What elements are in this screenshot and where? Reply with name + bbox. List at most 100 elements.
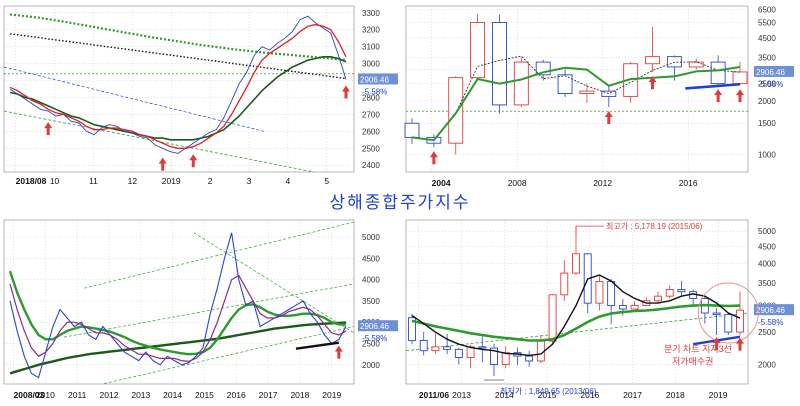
candle-body bbox=[501, 352, 510, 366]
ma-purple-line bbox=[9, 274, 347, 363]
x-tick-label: 2011/06 bbox=[419, 390, 450, 400]
support-arrow bbox=[714, 89, 723, 103]
candle-body bbox=[572, 253, 580, 274]
last-value-text: 2906.46 bbox=[360, 322, 389, 331]
candle-body bbox=[601, 90, 617, 97]
candle-body bbox=[607, 281, 616, 307]
candle-body bbox=[448, 77, 464, 144]
x-tick-label: 5 bbox=[324, 176, 329, 186]
candle-body bbox=[623, 63, 639, 97]
candle-body bbox=[665, 289, 674, 297]
y-tick-label: 3200 bbox=[362, 26, 380, 35]
y-tick-label: 3500 bbox=[758, 54, 776, 63]
support-arrow bbox=[736, 89, 744, 103]
support-arrow bbox=[334, 345, 343, 359]
ma-long-black-dotted bbox=[9, 33, 347, 80]
price-line bbox=[9, 232, 347, 379]
x-tick-label: 2016 bbox=[679, 178, 698, 188]
support-arrow bbox=[712, 337, 721, 351]
ma-green-line bbox=[411, 66, 741, 142]
y-tick-label: 2500 bbox=[362, 340, 380, 349]
x-tick-label: 2008/03 bbox=[14, 390, 45, 400]
x-tick-label: 2019 bbox=[322, 390, 341, 400]
y-tick-label: 4500 bbox=[362, 254, 380, 263]
y-tick-label: 2700 bbox=[362, 110, 380, 119]
last-value-badge bbox=[754, 65, 794, 77]
candle-body bbox=[710, 61, 726, 85]
x-tick-label: 2014 bbox=[163, 390, 182, 400]
y-tick-label: 3500 bbox=[362, 297, 380, 306]
candle-body bbox=[443, 346, 452, 350]
x-tick-label: 2015 bbox=[195, 390, 214, 400]
candle-body bbox=[618, 305, 627, 310]
y-tick-label: 4000 bbox=[758, 260, 776, 269]
candle-body bbox=[548, 294, 557, 342]
daily-chart-panel: 2400250026002700280029003000310032003300… bbox=[0, 0, 400, 190]
x-tick-label: 2016 bbox=[227, 390, 246, 400]
y-tick-label: 2500 bbox=[362, 144, 380, 153]
y-tick-label: 2000 bbox=[758, 361, 776, 370]
candle-body bbox=[645, 56, 660, 65]
last-value-text: 2906.46 bbox=[756, 68, 785, 77]
support-arrow bbox=[648, 76, 657, 90]
y-tick-label: 1500 bbox=[758, 119, 776, 128]
candle-body bbox=[732, 71, 748, 85]
yearly-chart: 1000150020002500300035004500550065002004… bbox=[404, 5, 794, 188]
ma-long-green-dotted bbox=[9, 13, 347, 61]
candle-body bbox=[408, 317, 416, 341]
support-arrow bbox=[604, 110, 613, 124]
y-tick-label: 2500 bbox=[758, 328, 776, 337]
support-line-blue bbox=[685, 82, 741, 90]
candle-body bbox=[677, 289, 686, 293]
x-tick-label: 2013 bbox=[452, 390, 471, 400]
support-arrow bbox=[44, 122, 53, 136]
daily-chart: 2400250026002700280029003000310032003300… bbox=[3, 5, 398, 186]
page-title: 상해종합주가지수 bbox=[329, 193, 471, 213]
y-tick-label: 2500 bbox=[758, 80, 776, 89]
x-tick-label: 2008 bbox=[508, 178, 527, 188]
y-tick-label: 5000 bbox=[362, 233, 380, 242]
highlight-circle bbox=[697, 282, 759, 344]
y-tick-label: 3500 bbox=[758, 279, 776, 288]
x-tick-label: 12 bbox=[128, 176, 138, 186]
candle-body bbox=[492, 22, 507, 106]
note-line-2: 저가매수권 bbox=[672, 356, 713, 367]
candle-body bbox=[454, 348, 463, 358]
x-tick-label: 2004 bbox=[432, 178, 451, 188]
quarterly-chart-panel: 20002500300035004000450050002011/0620132… bbox=[402, 212, 800, 406]
x-tick-label: 2014 bbox=[495, 390, 514, 400]
plot-area bbox=[3, 219, 355, 385]
channel-lower-line bbox=[103, 326, 355, 384]
channel-middle-line bbox=[63, 283, 355, 338]
candle-body bbox=[557, 74, 573, 94]
candle-body bbox=[579, 90, 595, 94]
candle-body bbox=[470, 22, 486, 79]
x-tick-label: 2019 bbox=[162, 176, 181, 186]
last-change-text: -5.58% bbox=[758, 80, 783, 89]
note-line-1: 분기 차트 지지3선 bbox=[664, 343, 732, 354]
y-tick-label: 1000 bbox=[758, 151, 776, 160]
y-tick-label: 4000 bbox=[362, 276, 380, 285]
candle-body bbox=[630, 305, 639, 310]
x-tick-label: 2012 bbox=[100, 390, 119, 400]
candle-body bbox=[654, 295, 662, 302]
candle-body bbox=[712, 312, 721, 316]
ma-mid-line bbox=[9, 55, 347, 141]
candle-body bbox=[724, 314, 733, 333]
x-tick-label: 2017 bbox=[623, 390, 642, 400]
x-tick-label: 2018/08 bbox=[16, 176, 47, 186]
last-value-badge bbox=[358, 320, 398, 332]
x-tick-label: 2012 bbox=[593, 178, 612, 188]
ma-green-line bbox=[8, 270, 346, 356]
candle-body bbox=[536, 340, 545, 362]
ma-black-line bbox=[411, 274, 741, 357]
x-tick-label: 2013 bbox=[131, 390, 150, 400]
ma-short-line bbox=[9, 23, 347, 149]
candle-body bbox=[666, 56, 682, 68]
monthly-chart-panel: 20002500300035004000450050002008/0320102… bbox=[0, 212, 400, 406]
x-tick-label: 2010 bbox=[36, 390, 55, 400]
y-tick-label: 2600 bbox=[362, 127, 380, 136]
downtrend-line bbox=[193, 232, 355, 334]
x-tick-label: 2017 bbox=[259, 390, 278, 400]
last-value-text: 2906.46 bbox=[360, 75, 389, 84]
